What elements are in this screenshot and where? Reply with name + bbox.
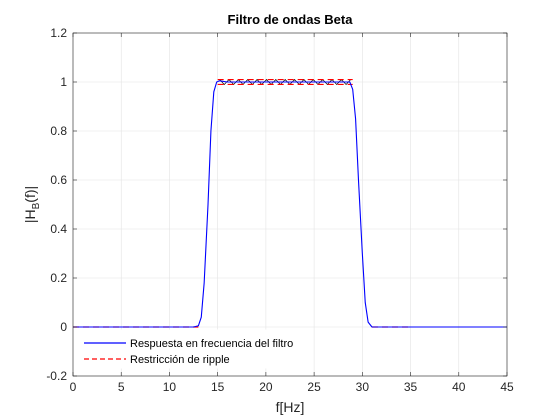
y-tick-label: -0.2 — [46, 369, 67, 383]
legend: Respuesta en frecuencia del filtro Restr… — [77, 329, 293, 369]
x-tick-label: 10 — [163, 380, 177, 394]
ripple-zigzag — [219, 79, 352, 85]
filter-response-line — [73, 80, 507, 328]
legend-label-filter-response: Respuesta en frecuencia del filtro — [130, 338, 293, 350]
y-axis-title: |HB(f)| — [22, 186, 42, 223]
legend-label-ripple: Restricción de ripple — [130, 354, 230, 366]
x-tick-label: 20 — [259, 380, 273, 394]
x-axis-title: f[Hz] — [276, 399, 305, 415]
x-tick-label: 15 — [211, 380, 225, 394]
plot-area — [73, 78, 507, 328]
axes-box — [72, 32, 508, 377]
x-tick-label: 45 — [500, 380, 514, 394]
y-tick-label: 1 — [60, 75, 67, 89]
y-tick-label: 0.8 — [50, 124, 67, 138]
ticks: 0 5 10 15 20 25 30 35 40 45-0.200.20.40.60.811.2 — [46, 26, 514, 394]
y-tick-label: 0.2 — [50, 271, 67, 285]
y-axis-title-main: |H — [22, 209, 38, 223]
chart-title: Filtro de ondas Beta — [228, 12, 354, 27]
y-tick-label: 0 — [60, 320, 67, 334]
y-tick-label: 1.2 — [50, 26, 67, 40]
x-tick-label: 0 — [70, 380, 77, 394]
x-tick-label: 40 — [452, 380, 466, 394]
y-axis-title-tail: (f)| — [22, 186, 38, 203]
legend-box — [77, 329, 274, 369]
x-tick-label: 35 — [404, 380, 418, 394]
x-tick-label: 30 — [356, 380, 370, 394]
y-tick-label: 0.4 — [50, 222, 67, 236]
x-tick-label: 5 — [118, 380, 125, 394]
y-axis-title-sub: B — [31, 202, 42, 209]
y-tick-label: 0.6 — [50, 173, 67, 187]
x-tick-label: 25 — [307, 380, 321, 394]
